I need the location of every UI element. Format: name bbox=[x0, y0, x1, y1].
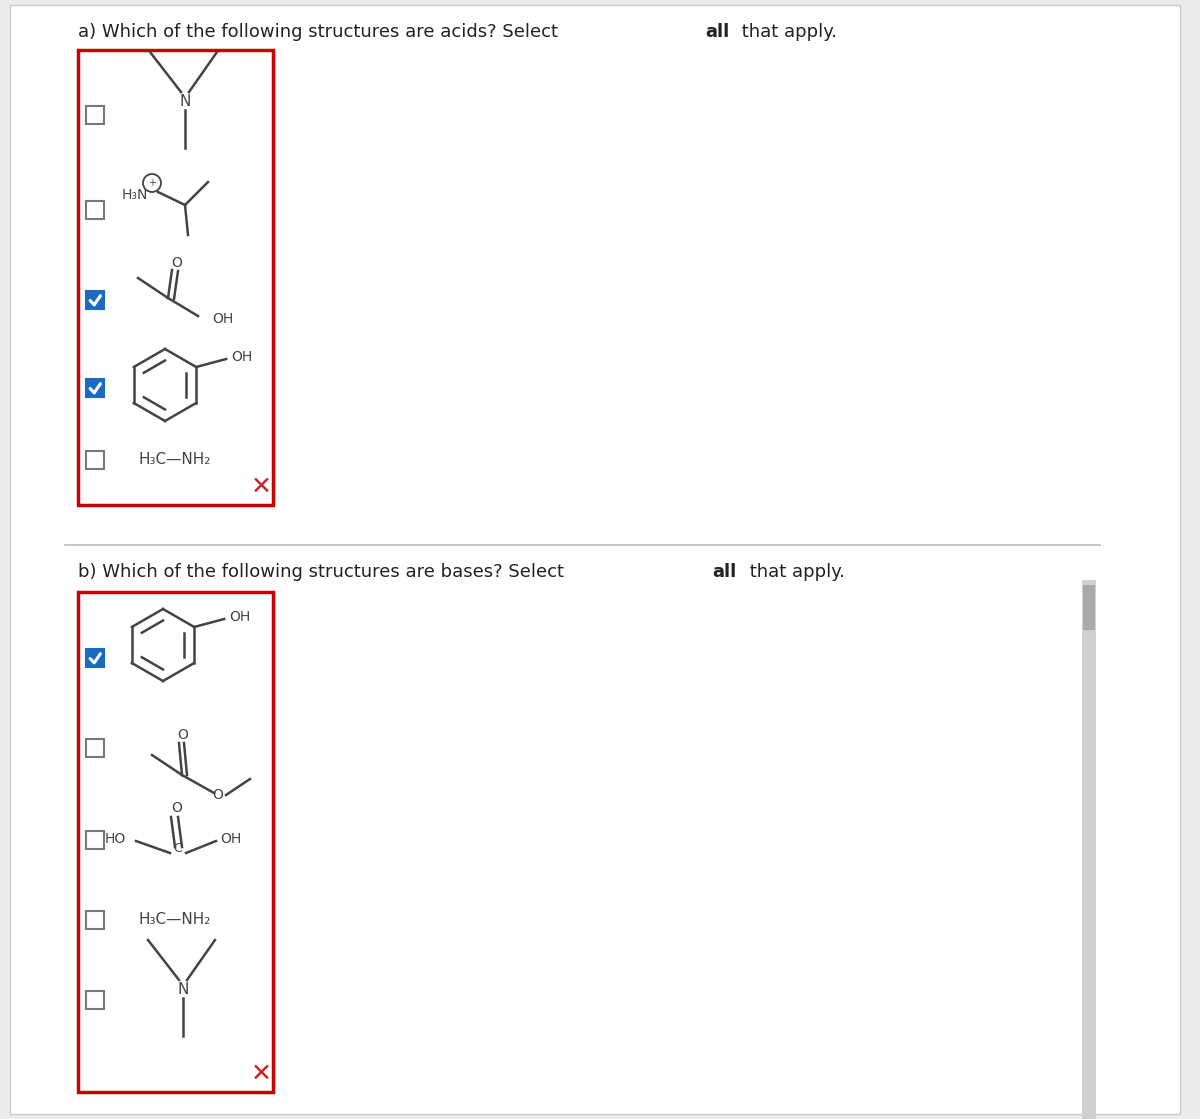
Text: ✕: ✕ bbox=[251, 474, 271, 499]
Text: H₃N: H₃N bbox=[121, 188, 148, 203]
Text: +: + bbox=[148, 178, 156, 188]
Bar bbox=[86, 379, 104, 397]
Bar bbox=[86, 106, 104, 124]
Bar bbox=[86, 649, 104, 667]
Text: O: O bbox=[172, 801, 182, 815]
Bar bbox=[78, 592, 274, 1092]
Text: O: O bbox=[212, 788, 223, 802]
Text: O: O bbox=[172, 256, 182, 270]
Bar bbox=[86, 911, 104, 929]
Text: OH: OH bbox=[229, 610, 251, 624]
Text: H₃C—NH₂: H₃C—NH₂ bbox=[139, 912, 211, 928]
Bar bbox=[86, 991, 104, 1009]
Text: H₃C—NH₂: H₃C—NH₂ bbox=[139, 452, 211, 468]
Text: ✕: ✕ bbox=[251, 1062, 271, 1087]
Text: C: C bbox=[174, 843, 182, 856]
Text: N: N bbox=[179, 94, 191, 110]
Text: b) Which of the following structures are bases? Select: b) Which of the following structures are… bbox=[78, 563, 570, 581]
Bar bbox=[86, 451, 104, 469]
Text: all: all bbox=[704, 23, 730, 41]
Bar bbox=[1082, 580, 1096, 1119]
Bar bbox=[78, 50, 274, 505]
Bar bbox=[86, 291, 104, 309]
Bar bbox=[1084, 585, 1096, 630]
Text: all: all bbox=[713, 563, 737, 581]
Text: that apply.: that apply. bbox=[744, 563, 845, 581]
Text: OH: OH bbox=[212, 312, 233, 326]
Bar bbox=[86, 739, 104, 756]
Text: OH: OH bbox=[220, 833, 241, 846]
Bar bbox=[86, 831, 104, 849]
Text: O: O bbox=[178, 728, 188, 742]
Bar bbox=[86, 201, 104, 219]
Text: OH: OH bbox=[232, 350, 252, 364]
Text: N: N bbox=[178, 982, 188, 997]
Text: HO: HO bbox=[104, 833, 126, 846]
Text: that apply.: that apply. bbox=[736, 23, 838, 41]
Text: a) Which of the following structures are acids? Select: a) Which of the following structures are… bbox=[78, 23, 564, 41]
